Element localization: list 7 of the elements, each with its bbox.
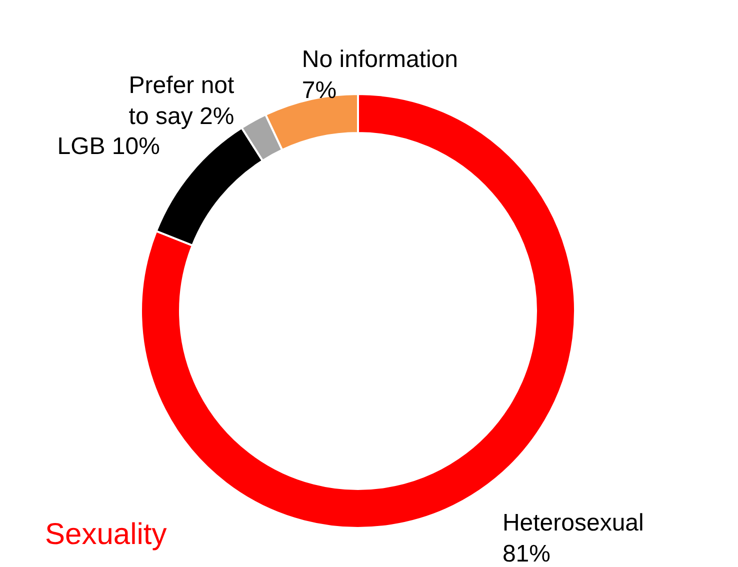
slice-label: No information: [302, 46, 458, 74]
slice-label: Heterosexual: [502, 510, 644, 537]
data-label: 7%: [302, 77, 337, 104]
slice-label: Prefer not to say 2%: [128, 72, 235, 130]
data-label: 81%: [502, 540, 550, 567]
text: Sexuality: [45, 518, 167, 551]
slice-label: LGB 10%: [57, 133, 160, 160]
